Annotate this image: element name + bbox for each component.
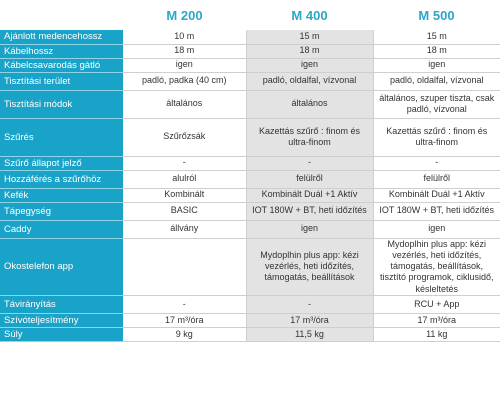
cell-m400: -: [245, 156, 373, 171]
cell-m500: 17 m³/óra: [372, 313, 500, 328]
cell-m400: igen: [245, 58, 373, 73]
cell-m200: 10 m: [123, 30, 246, 45]
row-label: Szűrés: [0, 118, 123, 157]
cell-m200: alulról: [123, 170, 246, 189]
cell-m400: 11,5 kg: [245, 327, 373, 342]
table-row: Ajánlott medencehossz 10 m 15 m 15 m: [0, 30, 500, 45]
cell-m200: 17 m³/óra: [123, 313, 246, 328]
cell-m400: IOT 180W + BT, heti időzítés: [245, 202, 373, 221]
cell-m500: RCU + App: [372, 295, 500, 314]
cell-m200: padló, padka (40 cm): [123, 72, 246, 91]
row-label: Okostelefon app: [0, 238, 123, 296]
cell-m500: padló, oldalfal, vízvonal: [372, 72, 500, 91]
row-label: Tisztítási módok: [0, 90, 123, 119]
cell-m400: 15 m: [245, 30, 373, 45]
column-header-m400: M 400: [246, 0, 373, 30]
cell-m500: általános, szuper tiszta, csak padló, ví…: [372, 90, 500, 119]
row-label: Tápegység: [0, 202, 123, 221]
cell-m400: -: [245, 295, 373, 314]
row-label: Kábelcsavarodás gátló: [0, 58, 123, 73]
header-row: M 200 M 400 M 500: [0, 0, 500, 30]
header-corner: [0, 0, 123, 30]
table-row: Tisztítási módok általános általános általá…: [0, 90, 500, 119]
cell-m400: általános: [245, 90, 373, 119]
row-label: Ajánlott medencehossz: [0, 30, 123, 45]
cell-m200: állvány: [123, 220, 246, 239]
cell-m500: IOT 180W + BT, heti időzítés: [372, 202, 500, 221]
table-row: Kábelhossz 18 m 18 m 18 m: [0, 44, 500, 59]
table-row: Hozzáférés a szűrőhöz alulról felülről felü…: [0, 170, 500, 189]
cell-m500: igen: [372, 220, 500, 239]
table-row: Szívóteljesítmény 17 m³/óra 17 m³/óra 17 m³…: [0, 313, 500, 328]
cell-m200: igen: [123, 58, 246, 73]
cell-m500: igen: [372, 58, 500, 73]
cell-m200: BASIC: [123, 202, 246, 221]
table-row: Szűrő állapot jelző - - -: [0, 156, 500, 171]
cell-m400: felülről: [245, 170, 373, 189]
cell-m200: 9 kg: [123, 327, 246, 342]
cell-m400: 17 m³/óra: [245, 313, 373, 328]
table-row: Caddy állvány igen igen: [0, 220, 500, 239]
row-label: Súly: [0, 327, 123, 342]
cell-m200: [123, 238, 246, 296]
row-label: Távirányítás: [0, 295, 123, 314]
cell-m500: Mydoplhin plus app: kézi vezérlés, heti …: [372, 238, 500, 296]
cell-m200: -: [123, 295, 246, 314]
row-label: Szívóteljesítmény: [0, 313, 123, 328]
table-row: Tisztítási terület padló, padka (40 cm) pa…: [0, 72, 500, 91]
table-row: Kefék Kombinált Kombinált Duál +1 Aktív Kom…: [0, 188, 500, 203]
table-row: Távirányítás - - RCU + App: [0, 295, 500, 314]
cell-m500: felülről: [372, 170, 500, 189]
table-row: Súly 9 kg 11,5 kg 11 kg: [0, 327, 500, 342]
column-header-m200: M 200: [123, 0, 246, 30]
table-row: Kábelcsavarodás gátló igen igen igen: [0, 58, 500, 73]
cell-m200: Kombinált: [123, 188, 246, 203]
row-label: Tisztítási terület: [0, 72, 123, 91]
cell-m400: Kazettás szűrő : finom és ultra-finom: [245, 118, 373, 157]
cell-m200: -: [123, 156, 246, 171]
cell-m400: igen: [245, 220, 373, 239]
cell-m500: Kazettás szűrő : finom és ultra-finom: [372, 118, 500, 157]
cell-m500: 18 m: [372, 44, 500, 59]
cell-m200: Szűrőzsák: [123, 118, 246, 157]
column-header-m500: M 500: [373, 0, 500, 30]
cell-m500: -: [372, 156, 500, 171]
cell-m400: Mydoplhin plus app: kézi vezérlés, heti …: [245, 238, 373, 296]
cell-m500: Kombinált Duál +1 Aktív: [372, 188, 500, 203]
cell-m400: padló, oldalfal, vízvonal: [245, 72, 373, 91]
cell-m400: Kombinált Duál +1 Aktív: [245, 188, 373, 203]
cell-m200: 18 m: [123, 44, 246, 59]
row-label: Hozzáférés a szűrőhöz: [0, 170, 123, 189]
table-row: Tápegység BASIC IOT 180W + BT, heti időzít…: [0, 202, 500, 221]
row-label: Kefék: [0, 188, 123, 203]
table-row: Szűrés Szűrőzsák Kazettás szűrő : finom és…: [0, 118, 500, 157]
cell-m500: 15 m: [372, 30, 500, 45]
row-label: Szűrő állapot jelző: [0, 156, 123, 171]
row-label: Kábelhossz: [0, 44, 123, 59]
table-row: Okostelefon app Mydoplhin plus app: kézi …: [0, 238, 500, 296]
spec-comparison-table: M 200 M 400 M 500 Ajánlott medencehossz 1…: [0, 0, 500, 342]
cell-m500: 11 kg: [372, 327, 500, 342]
row-label: Caddy: [0, 220, 123, 239]
cell-m400: 18 m: [245, 44, 373, 59]
cell-m200: általános: [123, 90, 246, 119]
